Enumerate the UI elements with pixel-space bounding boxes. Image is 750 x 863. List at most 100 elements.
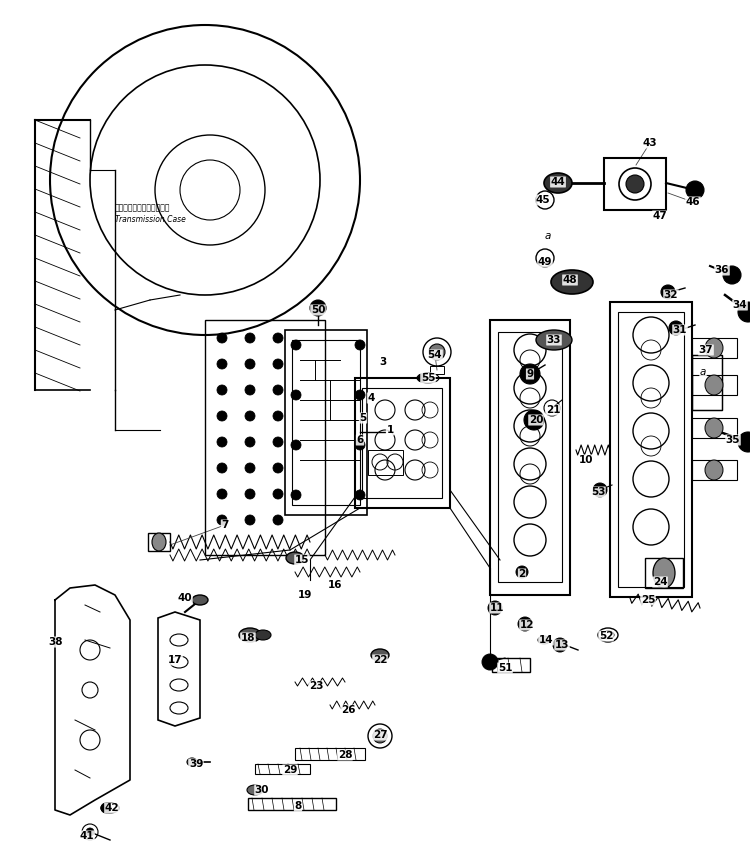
Text: 48: 48	[562, 275, 578, 285]
Circle shape	[273, 411, 283, 421]
Ellipse shape	[653, 558, 675, 588]
Circle shape	[273, 489, 283, 499]
Circle shape	[86, 828, 94, 836]
Text: 52: 52	[598, 631, 613, 641]
Circle shape	[355, 440, 365, 450]
Circle shape	[418, 374, 426, 382]
Circle shape	[217, 437, 227, 447]
Circle shape	[518, 617, 532, 631]
Text: 28: 28	[338, 750, 352, 760]
Text: 40: 40	[178, 593, 192, 603]
Circle shape	[524, 410, 544, 430]
Ellipse shape	[239, 628, 261, 642]
Text: 1: 1	[386, 425, 394, 435]
Circle shape	[516, 566, 528, 578]
Text: 11: 11	[490, 603, 504, 613]
Circle shape	[291, 390, 301, 400]
Circle shape	[217, 489, 227, 499]
Bar	[490, 320, 570, 595]
Text: 55: 55	[421, 373, 435, 383]
Text: 8: 8	[294, 801, 302, 811]
Text: 24: 24	[652, 577, 668, 587]
Text: 7: 7	[221, 520, 229, 530]
Text: 10: 10	[579, 455, 593, 465]
Bar	[692, 355, 722, 410]
Circle shape	[217, 333, 227, 343]
Circle shape	[245, 411, 255, 421]
Bar	[362, 388, 442, 498]
Text: 37: 37	[699, 345, 713, 355]
Bar	[285, 330, 367, 515]
Circle shape	[429, 344, 445, 360]
Text: 17: 17	[168, 655, 182, 665]
Text: 34: 34	[733, 300, 747, 310]
Text: 6: 6	[356, 435, 364, 445]
Ellipse shape	[286, 552, 304, 564]
Text: 47: 47	[652, 211, 668, 221]
Text: 26: 26	[340, 705, 356, 715]
Text: 44: 44	[550, 177, 566, 187]
Text: 38: 38	[49, 637, 63, 647]
Text: 33: 33	[547, 335, 561, 345]
Bar	[248, 798, 336, 810]
Ellipse shape	[544, 173, 572, 193]
Text: 23: 23	[309, 681, 323, 691]
Circle shape	[273, 515, 283, 525]
Text: トランスミッションケース: トランスミッションケース	[115, 203, 170, 212]
Text: 31: 31	[673, 325, 687, 335]
Circle shape	[273, 437, 283, 447]
Circle shape	[217, 385, 227, 395]
Circle shape	[245, 515, 255, 525]
Circle shape	[217, 359, 227, 369]
Text: 19: 19	[298, 590, 312, 600]
Text: 43: 43	[643, 138, 657, 148]
Circle shape	[553, 638, 567, 652]
Circle shape	[738, 432, 750, 452]
Text: 5: 5	[359, 413, 367, 423]
Bar	[255, 764, 310, 774]
Circle shape	[291, 340, 301, 350]
Circle shape	[373, 729, 387, 743]
Text: 41: 41	[80, 831, 94, 841]
Text: 3: 3	[380, 357, 387, 367]
Text: 2: 2	[518, 569, 526, 579]
Circle shape	[101, 803, 111, 813]
Circle shape	[245, 385, 255, 395]
Bar	[205, 320, 325, 555]
Circle shape	[520, 364, 540, 384]
Text: 32: 32	[664, 290, 678, 300]
Circle shape	[661, 285, 675, 299]
Text: 35: 35	[726, 435, 740, 445]
Circle shape	[217, 515, 227, 525]
Bar	[368, 450, 403, 475]
Ellipse shape	[152, 533, 166, 551]
Text: 12: 12	[520, 620, 534, 630]
Ellipse shape	[705, 418, 723, 438]
Bar	[292, 340, 360, 505]
Text: 51: 51	[498, 663, 512, 673]
Text: 29: 29	[283, 765, 297, 775]
Text: 49: 49	[538, 257, 552, 267]
Circle shape	[482, 654, 498, 670]
Text: a: a	[700, 367, 706, 377]
Text: 54: 54	[427, 350, 442, 360]
Bar	[295, 748, 365, 760]
Text: 4: 4	[368, 393, 375, 403]
Text: 16: 16	[328, 580, 342, 590]
Text: 27: 27	[373, 730, 387, 740]
Bar	[692, 338, 737, 358]
Ellipse shape	[705, 338, 723, 358]
Bar	[604, 158, 666, 210]
Circle shape	[217, 463, 227, 473]
Circle shape	[273, 385, 283, 395]
Ellipse shape	[187, 758, 197, 766]
Bar	[498, 332, 562, 582]
Ellipse shape	[255, 630, 271, 640]
Bar	[492, 658, 530, 672]
Circle shape	[669, 321, 683, 335]
Bar	[355, 378, 450, 508]
Text: 18: 18	[241, 633, 255, 643]
Circle shape	[355, 490, 365, 500]
Ellipse shape	[371, 649, 389, 661]
Bar	[618, 312, 684, 587]
